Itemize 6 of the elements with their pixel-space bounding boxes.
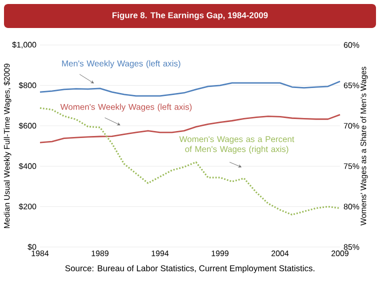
line-series	[39, 114, 341, 144]
chart-title: Figure 8. The Earnings Gap, 1984-2009	[112, 12, 268, 20]
series-label: Women's Weekly Wages (left axis)	[60, 104, 192, 112]
text: Men's Weekly Wages (left axis)	[62, 60, 180, 68]
source-note: Source: Bureau of Labor Statistics, Current Employment Statistics.	[65, 265, 314, 273]
series-label: Women's Wages as a Percent of Men's Wages (right axis)	[179, 136, 294, 154]
